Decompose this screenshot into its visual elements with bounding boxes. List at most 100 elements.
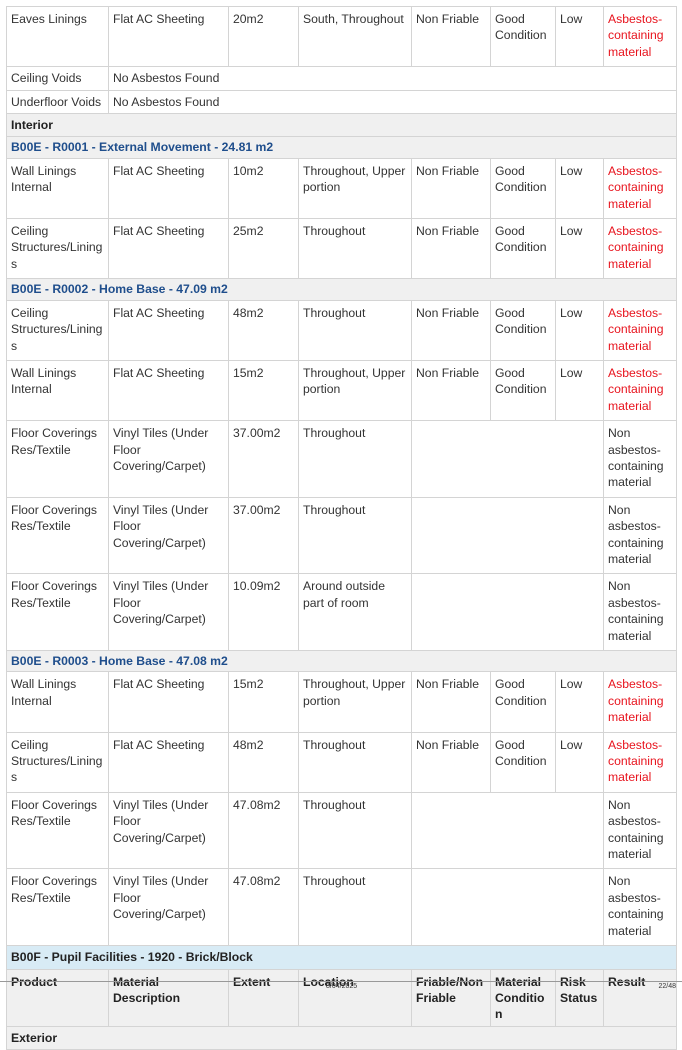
table-row: B00F - Pupil Facilities - 1920 - Brick/B… bbox=[6, 945, 677, 970]
cell: Floor Coverings Res/Textile bbox=[6, 573, 109, 651]
result-cell: Non asbestos-containing material bbox=[603, 573, 677, 651]
cell: 48m2 bbox=[228, 299, 299, 361]
cell: Flat AC Sheeting bbox=[108, 5, 229, 68]
cell: No Asbestos Found bbox=[108, 66, 677, 91]
asbestos-register-table: Eaves Linings Flat AC Sheeting 20m2 South, … bbox=[6, 5, 677, 1050]
section-heading: B00E - R0001 - External Movement - 24.81… bbox=[6, 136, 677, 159]
empty-cell bbox=[411, 791, 604, 870]
cell: Good Condition bbox=[490, 359, 556, 422]
cell: 47.08m2 bbox=[228, 868, 299, 947]
footer-date: 8/04/2025 bbox=[326, 983, 358, 990]
column-header: Material Condition bbox=[490, 968, 556, 1027]
cell: Vinyl Tiles (Under Floor Covering/Carpet… bbox=[108, 420, 229, 498]
cell: Good Condition bbox=[490, 299, 556, 361]
cell: Throughout bbox=[298, 791, 412, 870]
cell: Throughout, Upper portion bbox=[298, 157, 412, 220]
cell: Non Friable bbox=[411, 359, 491, 422]
table-row: Wall Linings Internal Flat AC Sheeting 10m… bbox=[6, 157, 677, 220]
cell: Low bbox=[555, 731, 604, 793]
result-cell: Asbestos-containing material bbox=[603, 157, 677, 220]
section-heading: Interior bbox=[6, 113, 677, 138]
section-heading: Exterior bbox=[6, 1025, 677, 1050]
cell: 47.08m2 bbox=[228, 791, 299, 870]
table-row: Ceiling Structures/Linings Flat AC Sheeti… bbox=[6, 218, 677, 280]
cell: Good Condition bbox=[490, 157, 556, 220]
table-row: Floor Coverings Res/Textile Vinyl Tiles (… bbox=[6, 496, 677, 575]
result-cell: Asbestos-containing material bbox=[603, 5, 677, 68]
cell: Flat AC Sheeting bbox=[108, 299, 229, 361]
result-cell: Non asbestos-containing material bbox=[603, 496, 677, 575]
cell: 48m2 bbox=[228, 731, 299, 793]
cell: Vinyl Tiles (Under Floor Covering/Carpet… bbox=[108, 791, 229, 870]
result-cell: Asbestos-containing material bbox=[603, 359, 677, 422]
cell: Flat AC Sheeting bbox=[108, 731, 229, 793]
table-row: Floor Coverings Res/Textile Vinyl Tiles (… bbox=[6, 868, 677, 947]
cell: Throughout, Upper portion bbox=[298, 359, 412, 422]
cell: 15m2 bbox=[228, 671, 299, 733]
column-header: Friable/Non Friable bbox=[411, 968, 491, 1027]
cell: No Asbestos Found bbox=[108, 89, 677, 115]
cell: Low bbox=[555, 299, 604, 361]
column-header: Product bbox=[6, 968, 109, 1027]
cell: Flat AC Sheeting bbox=[108, 218, 229, 280]
column-header: Location bbox=[298, 968, 412, 1027]
cell: Non Friable bbox=[411, 299, 491, 361]
cell: Non Friable bbox=[411, 731, 491, 793]
section-heading: B00E - R0003 - Home Base - 47.08 m2 bbox=[6, 649, 677, 673]
cell: Low bbox=[555, 218, 604, 280]
cell: Non Friable bbox=[411, 671, 491, 733]
table-row: Ceiling Structures/Linings Flat AC Sheeti… bbox=[6, 299, 677, 361]
cell: Flat AC Sheeting bbox=[108, 359, 229, 422]
result-cell: Non asbestos-containing material bbox=[603, 791, 677, 870]
cell: Non Friable bbox=[411, 218, 491, 280]
cell: Vinyl Tiles (Under Floor Covering/Carpet… bbox=[108, 573, 229, 651]
cell: Ceiling Voids bbox=[6, 66, 109, 91]
table-row: Floor Coverings Res/Textile Vinyl Tiles (… bbox=[6, 791, 677, 870]
page: Eaves Linings Flat AC Sheeting 20m2 South, … bbox=[0, 5, 682, 1050]
result-cell: Asbestos-containing material bbox=[603, 671, 677, 733]
cell: Non Friable bbox=[411, 157, 491, 220]
cell: Wall Linings Internal bbox=[6, 157, 109, 220]
cell: Throughout bbox=[298, 218, 412, 280]
footer-page: 22/48 bbox=[658, 983, 676, 990]
section-heading: B00F - Pupil Facilities - 1920 - Brick/B… bbox=[6, 945, 677, 970]
column-header: Extent bbox=[228, 968, 299, 1027]
cell: Vinyl Tiles (Under Floor Covering/Carpet… bbox=[108, 868, 229, 947]
table-row: B00E - R0002 - Home Base - 47.09 m2 bbox=[6, 278, 677, 301]
result-cell: Non asbestos-containing material bbox=[603, 868, 677, 947]
column-header: Material Description bbox=[108, 968, 229, 1027]
cell: Throughout, Upper portion bbox=[298, 671, 412, 733]
table-row: Wall Linings Internal Flat AC Sheeting 15m… bbox=[6, 359, 677, 422]
cell: Eaves Linings bbox=[6, 5, 109, 68]
page-footer: 8/04/2025 22/48 bbox=[0, 981, 682, 990]
table-row: Underfloor Voids No Asbestos Found bbox=[6, 89, 677, 115]
cell: Wall Linings Internal bbox=[6, 359, 109, 422]
cell: Wall Linings Internal bbox=[6, 671, 109, 733]
cell: Throughout bbox=[298, 731, 412, 793]
table-row: Eaves Linings Flat AC Sheeting 20m2 South, … bbox=[6, 5, 677, 68]
cell: South, Throughout bbox=[298, 5, 412, 68]
cell: Around outside part of room bbox=[298, 573, 412, 651]
cell: Floor Coverings Res/Textile bbox=[6, 420, 109, 498]
cell: 15m2 bbox=[228, 359, 299, 422]
cell: 20m2 bbox=[228, 5, 299, 68]
cell: Throughout bbox=[298, 496, 412, 575]
table-row: Floor Coverings Res/Textile Vinyl Tiles (… bbox=[6, 420, 677, 498]
cell: Low bbox=[555, 671, 604, 733]
table-row: Ceiling Voids No Asbestos Found bbox=[6, 66, 677, 91]
empty-cell bbox=[411, 420, 604, 498]
empty-cell bbox=[411, 868, 604, 947]
column-header: Risk Status bbox=[555, 968, 604, 1027]
cell: Flat AC Sheeting bbox=[108, 157, 229, 220]
cell: Ceiling Structures/Linings bbox=[6, 731, 109, 793]
cell: 10m2 bbox=[228, 157, 299, 220]
cell: Ceiling Structures/Linings bbox=[6, 218, 109, 280]
cell: Good Condition bbox=[490, 671, 556, 733]
cell: 37.00m2 bbox=[228, 496, 299, 575]
cell: 25m2 bbox=[228, 218, 299, 280]
cell: Vinyl Tiles (Under Floor Covering/Carpet… bbox=[108, 496, 229, 575]
cell: Ceiling Structures/Linings bbox=[6, 299, 109, 361]
table-row: B00E - R0003 - Home Base - 47.08 m2 bbox=[6, 649, 677, 673]
cell: Throughout bbox=[298, 299, 412, 361]
result-cell: Asbestos-containing material bbox=[603, 218, 677, 280]
